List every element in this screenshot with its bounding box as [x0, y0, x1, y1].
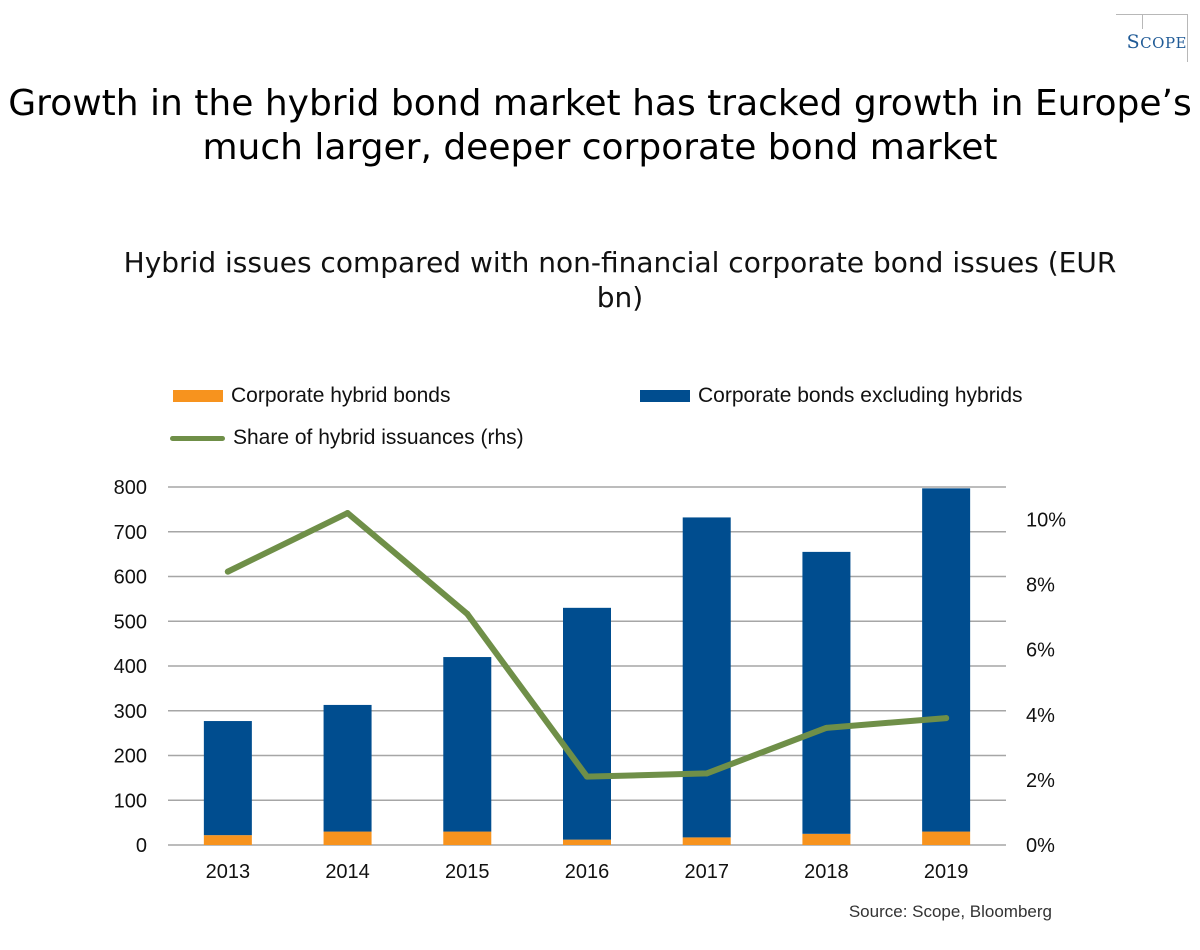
bar-corporate: [563, 607, 611, 840]
bar-corporate: [203, 721, 252, 836]
bar-corporate: [922, 488, 971, 832]
logo-brand-letter: S: [1126, 31, 1141, 53]
bar-hybrid: [563, 839, 611, 845]
bar-hybrid: [323, 831, 372, 845]
chart-title: Hybrid issues compared with non-financia…: [123, 246, 1117, 314]
legend-share: Share of hybrid issuances (rhs): [170, 426, 524, 450]
y2-tick-label: 6%: [1026, 640, 1055, 662]
scope-logo: SCOPE: [1116, 14, 1188, 62]
y-tick-label: 800: [114, 477, 147, 499]
bar-hybrid: [802, 833, 851, 845]
bar-corporate: [323, 704, 372, 832]
legend-corporate-swatch: [640, 390, 690, 402]
legend-hybrid-label: Corporate hybrid bonds: [231, 384, 451, 407]
bar-corporate: [443, 657, 492, 832]
x-tick-label: 2016: [565, 861, 610, 883]
y-tick-label: 200: [114, 746, 147, 768]
page-title: Growth in the hybrid bond market has tra…: [8, 83, 1192, 168]
y2-tick-label: 0%: [1026, 835, 1055, 857]
x-tick-label: 2014: [325, 861, 370, 883]
line-share-point: [703, 770, 710, 777]
source-note: Source: Scope, Bloomberg: [848, 902, 1052, 921]
x-tick-label: 2019: [924, 861, 969, 883]
bar-hybrid: [203, 835, 252, 845]
legend-hybrid-swatch: [173, 390, 223, 402]
legend-share-label: Share of hybrid issuances (rhs): [233, 426, 524, 449]
y-tick-label: 700: [114, 522, 147, 544]
x-tick-label: 2013: [206, 861, 251, 883]
y-tick-label: 400: [114, 656, 147, 678]
legend-share-swatch: [170, 435, 225, 441]
x-tick-label: 2017: [684, 861, 729, 883]
y-tick-label: 0: [136, 835, 147, 857]
y-tick-label: 100: [114, 790, 147, 812]
y-tick-label: 600: [114, 567, 147, 589]
y2-tick-label: 8%: [1026, 575, 1055, 597]
line-share-point: [344, 510, 351, 517]
logo-brand-rest: COPE: [1140, 34, 1187, 52]
legend-corporate-label: Corporate bonds excluding hybrids: [698, 384, 1023, 407]
y-tick-label: 500: [114, 611, 147, 633]
legend-corporate: Corporate bonds excluding hybrids: [640, 384, 1023, 408]
line-share-point: [584, 773, 590, 780]
bar-corporate: [802, 551, 851, 834]
bar-hybrid: [682, 837, 731, 845]
y2-tick-label: 10%: [1026, 510, 1066, 532]
line-share-point: [464, 610, 471, 617]
y2-tick-label: 4%: [1026, 705, 1055, 727]
x-tick-label: 2015: [445, 861, 490, 883]
line-share-point: [224, 568, 231, 575]
bar-hybrid: [922, 831, 971, 845]
bar-corporate: [682, 517, 731, 838]
line-share-point: [943, 715, 950, 722]
line-share-point: [823, 724, 830, 731]
x-tick-label: 2018: [804, 861, 849, 883]
y2-tick-label: 2%: [1026, 770, 1055, 792]
bar-hybrid: [443, 831, 492, 845]
legend-hybrid: Corporate hybrid bonds: [173, 384, 450, 408]
y-tick-label: 300: [114, 701, 147, 723]
